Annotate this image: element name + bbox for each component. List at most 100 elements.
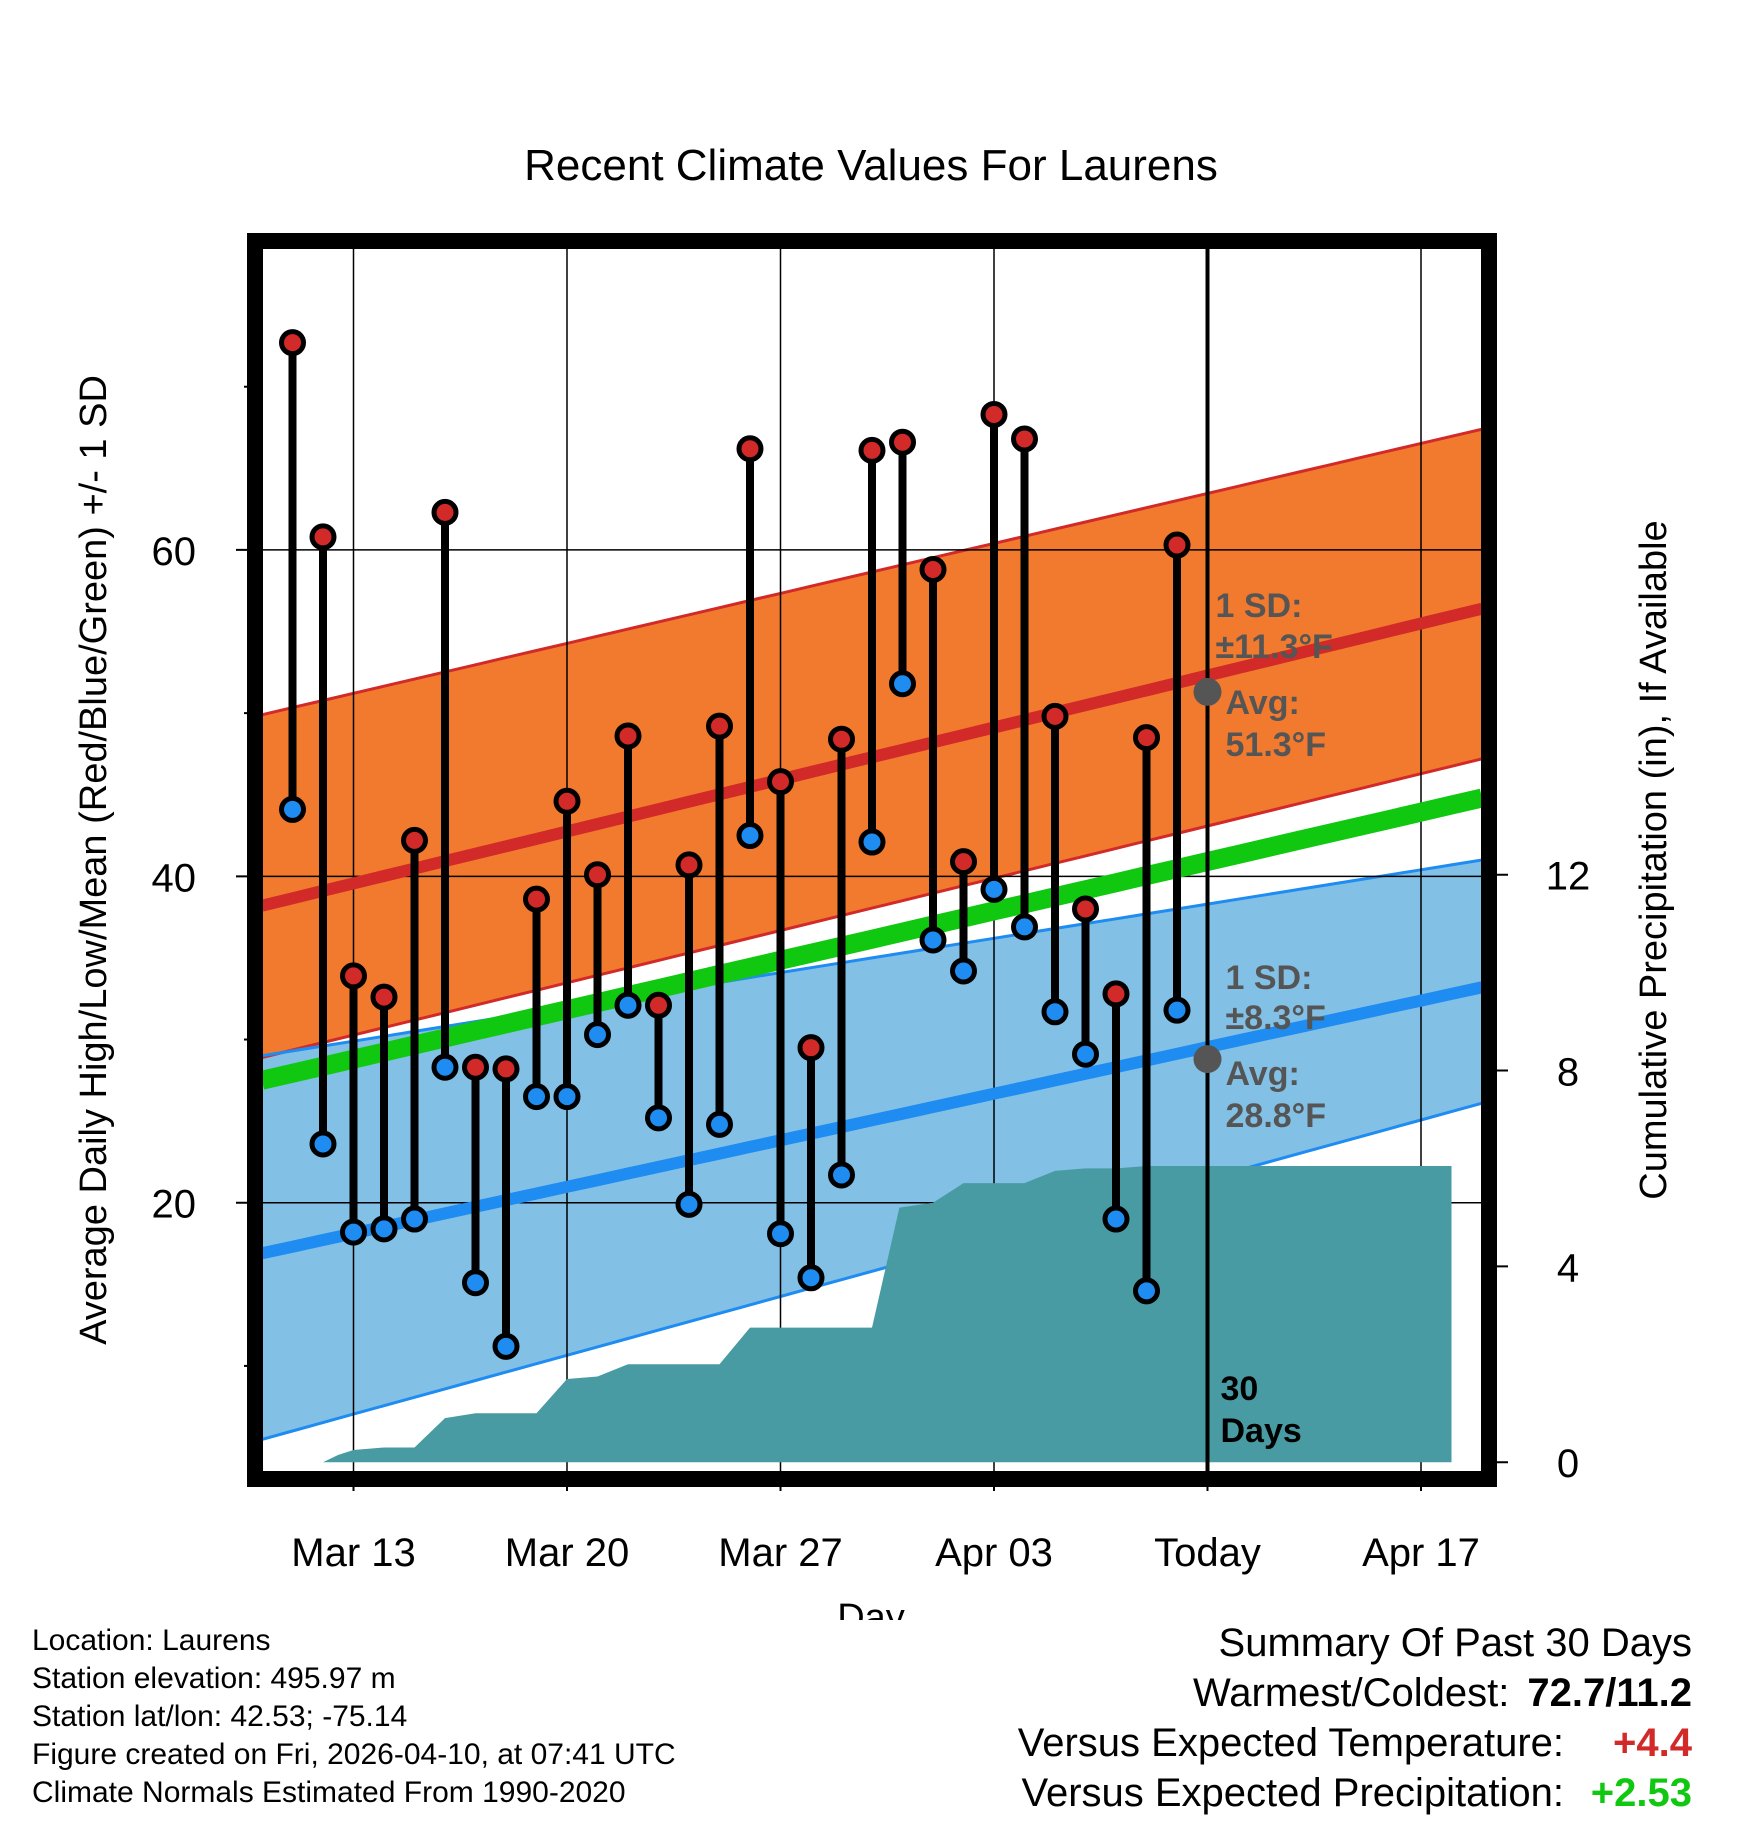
low-point: [828, 1161, 855, 1189]
high-sd-value: ±11.3°F: [1216, 628, 1333, 666]
x-tick-label: Mar 20: [505, 1531, 630, 1575]
low-point: [767, 1220, 794, 1248]
low-sd-lower-line: [262, 1101, 1482, 1441]
station-info: Location: Laurens Station elevation: 495…: [32, 1622, 676, 1812]
low-point: [797, 1264, 825, 1292]
y-left-tick-label: 40: [152, 856, 197, 900]
summary-temp: Versus Expected Temperature: +4.4: [1018, 1718, 1692, 1768]
y-left-tick-label: 60: [152, 530, 197, 574]
high-point: [645, 991, 672, 1019]
location-text: Location: Laurens: [32, 1624, 271, 1657]
high-point: [767, 768, 794, 796]
low-point: [1163, 996, 1191, 1024]
summary-title: Summary Of Past 30 Days: [1218, 1621, 1692, 1665]
high-point: [431, 498, 459, 526]
high-sd-label: 1 SD:: [1216, 587, 1303, 625]
y-right-tick-label: 4: [1557, 1246, 1579, 1290]
mean-normal-line: [262, 788, 1482, 1090]
high-point: [1011, 425, 1038, 453]
low-point: [462, 1269, 489, 1297]
low-point: [919, 926, 947, 954]
high-point: [675, 851, 703, 879]
low-point: [553, 1083, 581, 1111]
high-avg-value: 51.3°F: [1226, 726, 1327, 764]
high-point: [1041, 702, 1069, 730]
y-left-tick-label: 20: [152, 1183, 197, 1227]
y-right-tick-label: 12: [1546, 855, 1591, 899]
high-point: [523, 885, 550, 913]
high-point: [309, 523, 337, 551]
summary-warm-cold: Warmest/Coldest: 72.7/11.2: [1018, 1668, 1692, 1718]
high-point: [279, 329, 306, 357]
today-high-avg-marker: [1193, 677, 1222, 706]
high-sd-lower-line: [262, 757, 1482, 1059]
precip-area: [292, 1166, 1452, 1463]
y-axis-left-label: Average Daily High/Low/Mean (Red/Blue/Gr…: [73, 375, 115, 1345]
high-avg-label: Avg:: [1226, 684, 1300, 722]
high-point: [614, 722, 642, 750]
high-point: [584, 861, 611, 889]
high-point: [492, 1055, 520, 1083]
high-point: [736, 435, 764, 463]
summary-panel: Summary Of Past 30 Days Warmest/Coldest:…: [1018, 1618, 1692, 1818]
low-point: [279, 795, 306, 823]
low-point: [614, 991, 642, 1019]
normals-text: Climate Normals Estimated From 1990-2020: [32, 1776, 626, 1809]
low-point: [492, 1332, 520, 1360]
low-sd-value: ±8.3°F: [1226, 999, 1326, 1037]
low-normal-line: [262, 981, 1482, 1260]
y-right-tick-label: 8: [1557, 1051, 1579, 1095]
low-point: [889, 670, 916, 698]
low-avg-label: Avg:: [1226, 1055, 1300, 1093]
high-point: [858, 436, 886, 464]
elevation-text: Station elevation: 495.97 m: [32, 1662, 396, 1695]
observations: [279, 329, 1191, 1360]
precip-label: Versus Expected Precipitation:: [1021, 1771, 1564, 1815]
temp-label: Versus Expected Temperature:: [1017, 1721, 1564, 1765]
low-point: [370, 1215, 398, 1243]
x-tick-label: Today: [1154, 1531, 1261, 1575]
days-word-label: Days: [1221, 1412, 1302, 1450]
y-axis-right-label: Cumulative Precipitation (in), If Availa…: [1633, 520, 1675, 1199]
days-count-label: 30: [1221, 1370, 1259, 1408]
high-point: [950, 848, 977, 876]
x-tick-label: Mar 27: [718, 1531, 843, 1575]
temp-value: +4.4: [1613, 1721, 1692, 1765]
low-point: [645, 1104, 672, 1132]
low-point: [1133, 1277, 1160, 1305]
low-sd-upper-line: [262, 858, 1482, 1058]
x-tick-label: Apr 03: [935, 1531, 1053, 1575]
warm-cold-label: Warmest/Coldest:: [1193, 1671, 1510, 1715]
high-point: [980, 400, 1008, 428]
low-point: [309, 1130, 337, 1158]
chart-title: Recent Climate Values For Laurens: [524, 141, 1218, 190]
x-axis-label: Day: [837, 1597, 905, 1620]
high-point: [553, 787, 581, 815]
low-point: [401, 1205, 428, 1233]
precipitation-area: [292, 1166, 1452, 1463]
high-point: [828, 725, 855, 753]
low-point: [675, 1190, 703, 1218]
low-point: [1102, 1205, 1130, 1233]
high-point: [1102, 980, 1130, 1008]
summary-precip: Versus Expected Precipitation: +2.53: [1018, 1768, 1692, 1818]
low-point: [1011, 913, 1038, 941]
high-point: [401, 826, 428, 854]
x-tick-label: Apr 17: [1362, 1531, 1480, 1575]
today-low-avg-marker: [1193, 1045, 1222, 1074]
precip-value: +2.53: [1590, 1771, 1692, 1815]
high-point: [340, 962, 367, 990]
low-point: [1072, 1040, 1099, 1068]
high-point: [1133, 724, 1160, 752]
low-point: [706, 1110, 733, 1138]
low-point: [950, 957, 977, 985]
high-point: [1072, 895, 1099, 923]
low-sd-label: 1 SD:: [1226, 959, 1313, 997]
low-point: [736, 822, 764, 850]
low-point: [584, 1021, 611, 1049]
high-point: [462, 1053, 489, 1081]
high-point: [889, 428, 916, 456]
low-point: [858, 828, 886, 856]
high-point: [706, 712, 733, 740]
low-point: [523, 1083, 550, 1111]
